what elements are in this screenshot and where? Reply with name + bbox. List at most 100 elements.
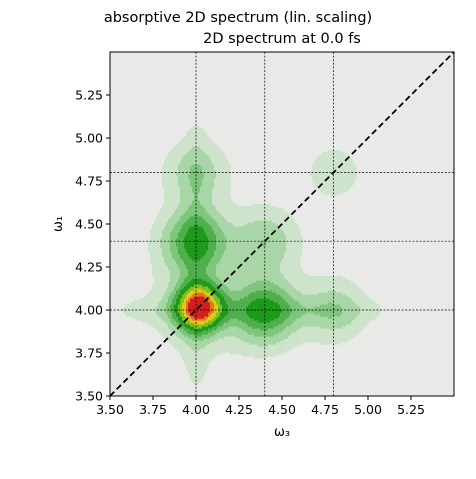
contour-cell bbox=[204, 216, 207, 219]
contour-cell bbox=[184, 166, 187, 169]
contour-cell bbox=[196, 194, 199, 197]
contour-cell bbox=[222, 326, 225, 329]
contour-cell bbox=[206, 224, 209, 227]
contour-cell bbox=[196, 230, 199, 233]
contour-cell bbox=[188, 164, 191, 167]
contour-cell bbox=[196, 352, 199, 355]
contour-cell bbox=[204, 136, 207, 139]
contour-cell bbox=[188, 140, 191, 143]
contour-cell bbox=[250, 256, 253, 259]
contour-cell bbox=[180, 338, 183, 341]
contour-cell bbox=[214, 204, 217, 207]
contour-cell bbox=[174, 300, 177, 303]
contour-cell bbox=[250, 264, 253, 267]
contour-cell bbox=[174, 304, 177, 307]
contour-cell bbox=[218, 158, 221, 161]
contour-cell bbox=[238, 262, 241, 265]
contour-cell bbox=[180, 288, 183, 291]
contour-cell bbox=[158, 218, 161, 221]
contour-cell bbox=[176, 196, 179, 199]
contour-cell bbox=[228, 326, 231, 329]
contour-cell bbox=[170, 214, 173, 217]
contour-cell bbox=[252, 342, 255, 345]
contour-cell bbox=[248, 242, 251, 245]
contour-cell bbox=[238, 248, 241, 251]
contour-cell bbox=[174, 228, 177, 231]
contour-cell bbox=[192, 278, 195, 281]
contour-cell bbox=[198, 204, 201, 207]
contour-cell bbox=[184, 268, 187, 271]
contour-cell bbox=[248, 354, 251, 357]
contour-cell bbox=[228, 178, 231, 181]
contour-cell bbox=[238, 334, 241, 337]
contour-cell bbox=[214, 188, 217, 191]
contour-cell bbox=[192, 304, 195, 307]
contour-cell bbox=[204, 208, 207, 211]
contour-cell bbox=[250, 220, 253, 223]
contour-cell bbox=[172, 318, 175, 321]
contour-cell bbox=[188, 344, 191, 347]
contour-cell bbox=[202, 190, 205, 193]
contour-cell bbox=[212, 234, 215, 237]
contour-cell bbox=[250, 320, 253, 323]
contour-cell bbox=[170, 226, 173, 229]
contour-cell bbox=[206, 258, 209, 261]
contour-cell bbox=[198, 356, 201, 359]
contour-cell bbox=[228, 332, 231, 335]
contour-cell bbox=[190, 132, 193, 135]
contour-cell bbox=[204, 180, 207, 183]
contour-cell bbox=[176, 252, 179, 255]
contour-cell bbox=[212, 276, 215, 279]
contour-cell bbox=[196, 364, 199, 367]
contour-cell bbox=[200, 170, 203, 173]
contour-cell bbox=[184, 318, 187, 321]
contour-cell bbox=[180, 206, 183, 209]
contour-cell bbox=[190, 146, 193, 149]
contour-cell bbox=[238, 318, 241, 321]
contour-cell bbox=[202, 350, 205, 353]
contour-cell bbox=[232, 320, 235, 323]
contour-cell bbox=[218, 310, 221, 313]
contour-cell bbox=[242, 246, 245, 249]
contour-cell bbox=[182, 322, 185, 325]
contour-cell bbox=[186, 172, 189, 175]
contour-cell bbox=[228, 294, 231, 297]
contour-cell bbox=[204, 170, 207, 173]
contour-cell bbox=[172, 190, 175, 193]
contour-cell bbox=[194, 208, 197, 211]
contour-cell bbox=[180, 348, 183, 351]
contour-cell bbox=[182, 258, 185, 261]
contour-cell bbox=[158, 260, 161, 263]
contour-cell bbox=[224, 244, 227, 247]
contour-cell bbox=[202, 252, 205, 255]
contour-cell bbox=[206, 328, 209, 331]
contour-cell bbox=[206, 248, 209, 251]
contour-cell bbox=[222, 330, 225, 333]
contour-cell bbox=[212, 300, 215, 303]
contour-cell bbox=[208, 316, 211, 319]
contour-cell bbox=[198, 214, 201, 217]
contour-cell bbox=[176, 262, 179, 265]
contour-cell bbox=[168, 232, 171, 235]
contour-cell bbox=[232, 304, 235, 307]
contour-cell bbox=[202, 132, 205, 135]
contour-cell bbox=[194, 166, 197, 169]
contour-cell bbox=[226, 204, 229, 207]
contour-cell bbox=[180, 156, 183, 159]
contour-cell bbox=[220, 334, 223, 337]
contour-cell bbox=[204, 232, 207, 235]
contour-cell bbox=[206, 256, 209, 259]
contour-cell bbox=[184, 328, 187, 331]
contour-cell bbox=[202, 342, 205, 345]
contour-cell bbox=[226, 258, 229, 261]
contour-cell bbox=[250, 212, 253, 215]
contour-cell bbox=[202, 222, 205, 225]
contour-cell bbox=[164, 228, 167, 231]
contour-cell bbox=[228, 334, 231, 337]
contour-cell bbox=[206, 184, 209, 187]
contour-cell bbox=[210, 192, 213, 195]
contour-cell bbox=[242, 308, 245, 311]
contour-cell bbox=[204, 334, 207, 337]
contour-cell bbox=[236, 216, 239, 219]
contour-cell bbox=[178, 296, 181, 299]
